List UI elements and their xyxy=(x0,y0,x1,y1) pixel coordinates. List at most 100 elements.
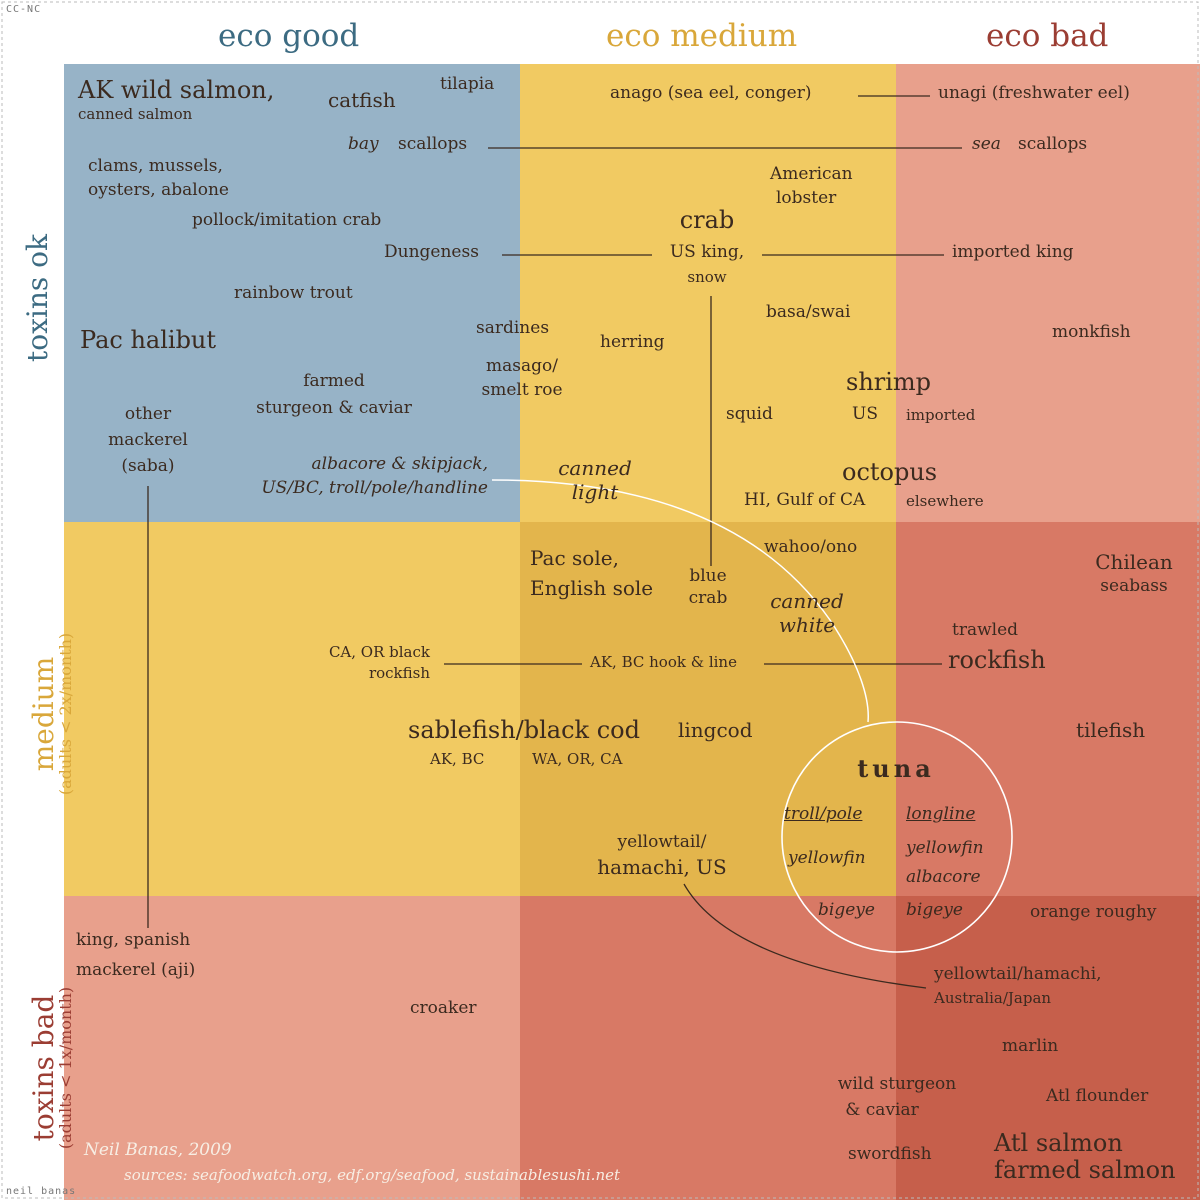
credit-sources: sources: seafoodwatch.org, edf.org/seafo… xyxy=(124,1166,621,1184)
label-snow: snow xyxy=(687,268,727,286)
label-imported-king: imported king xyxy=(952,242,1074,262)
cell-bad-ok xyxy=(896,64,1200,522)
label-tilapia: tilapia xyxy=(440,74,495,94)
label-monkfish: monkfish xyxy=(1052,322,1131,342)
label-bay: bay xyxy=(348,134,379,154)
label-king-mackerel-line1: king, spanish xyxy=(76,930,191,950)
label-farmed-line1: farmed xyxy=(303,371,365,391)
row-header-label: toxins bad xyxy=(27,994,60,1142)
label-ca-or-line2: rockfish xyxy=(368,664,430,682)
label-shrimp-us: US xyxy=(852,404,878,424)
label-other-mackerel-line1: other xyxy=(124,404,172,424)
label-octopus-hi: HI, Gulf of CA xyxy=(744,490,866,510)
label-wild-sturgeon-line1: wild sturgeon xyxy=(837,1074,957,1094)
label-basa-swai: basa/swai xyxy=(766,302,851,322)
label-octopus: octopus xyxy=(842,458,938,486)
label-tuna-troll-pole: troll/pole xyxy=(784,804,863,824)
label-tuna-yellowfin-longline: yellowfin xyxy=(906,838,984,858)
row-header-toxins-ok: toxins ok xyxy=(21,228,54,368)
label-masago-line2: smelt roe xyxy=(481,380,563,400)
label-shrimp: shrimp xyxy=(846,368,932,396)
label-anago: anago (sea eel, conger) xyxy=(610,83,812,103)
label-albacore-skipjack: albacore & skipjack, xyxy=(311,454,488,474)
label-pac-sole-line1: Pac sole, xyxy=(530,546,619,570)
label-us-king: US king, xyxy=(669,242,745,262)
label-chilean-line2: seabass xyxy=(1100,576,1168,596)
cell-good-ok xyxy=(64,64,520,522)
label-rockfish: rockfish xyxy=(948,646,1046,674)
row-header-sublabel: (adults < 2x/month) xyxy=(56,632,75,796)
label-pac-halibut: Pac halibut xyxy=(80,326,217,354)
label-tuna-albacore: albacore xyxy=(906,867,981,887)
label-masago-line1: masago/ xyxy=(486,356,558,376)
label-blue-crab-line1: blue xyxy=(689,566,727,586)
column-header-eco-bad: eco bad xyxy=(986,18,1109,54)
label-unagi: unagi (freshwater eel) xyxy=(938,83,1130,103)
cell-medium-bad xyxy=(520,896,896,1200)
label-wild-sturgeon-line2: & caviar xyxy=(845,1100,919,1120)
cell-bad-medium xyxy=(896,522,1200,896)
label-tuna-longline: longline xyxy=(906,804,976,824)
credit-author: Neil Banas, 2009 xyxy=(84,1140,232,1160)
row-header-label: toxins ok xyxy=(21,234,54,362)
label-canned-light-line1: canned xyxy=(558,456,632,480)
label-farmed-line2: sturgeon & caviar xyxy=(256,398,412,418)
cell-medium-ok xyxy=(520,64,896,522)
label-tuna-bigeye-longline: bigeye xyxy=(906,900,963,920)
label-yellowtail-us-line1: yellowtail/ xyxy=(617,832,707,852)
label-king-mackerel-line2: mackerel (aji) xyxy=(76,960,196,980)
label-tuna: tuna xyxy=(857,754,935,783)
label-trawled: trawled xyxy=(952,620,1019,640)
watermark-bottom: neil banas xyxy=(6,1186,77,1197)
label-ca-or-line1: CA, OR black xyxy=(328,643,430,661)
label-sablefish-wa-or-ca: WA, OR, CA xyxy=(532,750,623,768)
label-atl-salmon: Atl salmon xyxy=(994,1129,1123,1157)
label-yellowtail-au-line1: yellowtail/hamachi, xyxy=(934,964,1102,984)
label-yellowtail-us-line2: hamachi, US xyxy=(597,855,727,879)
label-ak-bc-hook: AK, BC hook & line xyxy=(590,653,737,671)
cell-bad-bad xyxy=(896,896,1200,1200)
label-herring: herring xyxy=(600,332,665,352)
label-american-lobster-line2: lobster xyxy=(776,188,837,208)
label-american-lobster-line1: American xyxy=(770,164,853,184)
label-tuna-yellowfin-pole: yellowfin xyxy=(788,848,866,868)
column-header-eco-medium: eco medium xyxy=(606,18,798,54)
label-dungeness: Dungeness xyxy=(384,242,479,262)
label-ak-wild-salmon: AK wild salmon, xyxy=(78,76,275,104)
label-farmed-salmon: farmed salmon xyxy=(994,1156,1176,1184)
label-octopus-elsewhere: elsewhere xyxy=(906,492,984,510)
row-header-label: medium xyxy=(27,656,60,772)
label-rainbow-trout: rainbow trout xyxy=(234,283,353,303)
label-marlin: marlin xyxy=(1002,1036,1059,1056)
label-swordfish: swordfish xyxy=(848,1144,932,1164)
label-croaker: croaker xyxy=(410,998,477,1018)
label-chilean-line1: Chilean xyxy=(1095,550,1173,574)
label-catfish: catfish xyxy=(328,88,396,112)
label-pac-sole-line2: English sole xyxy=(530,576,654,600)
column-header-eco-good: eco good xyxy=(218,18,360,54)
label-tuna-bigeye-pole: bigeye xyxy=(818,900,875,920)
label-scallops-sea: scallops xyxy=(1018,134,1088,154)
label-canned-white-line2: white xyxy=(778,613,836,637)
cell-good-medium xyxy=(64,522,520,896)
label-scallops-bay: scallops xyxy=(398,134,468,154)
label-sablefish: sablefish/black cod xyxy=(408,716,640,744)
label-canned-light-line2: light xyxy=(571,480,619,504)
label-orange-roughy: orange roughy xyxy=(1030,902,1157,922)
label-sardines: sardines xyxy=(476,318,550,338)
cell-good-bad xyxy=(64,896,520,1200)
label-wahoo: wahoo/ono xyxy=(764,537,858,557)
watermark-top: CC-NC xyxy=(6,4,42,15)
row-header-medium: medium (adults < 2x/month) xyxy=(27,614,75,814)
label-albacore-us-bc: US/BC, troll/pole/handline xyxy=(261,478,488,498)
cell-medium-medium xyxy=(520,522,896,896)
label-canned-salmon: canned salmon xyxy=(78,105,193,123)
label-pollock: pollock/imitation crab xyxy=(192,210,382,230)
label-sea: sea xyxy=(972,134,1001,154)
label-canned-white-line1: canned xyxy=(770,589,844,613)
label-shrimp-imported: imported xyxy=(906,406,976,424)
label-other-mackerel-line3: (saba) xyxy=(121,456,175,476)
label-other-mackerel-line2: mackerel xyxy=(108,430,188,450)
